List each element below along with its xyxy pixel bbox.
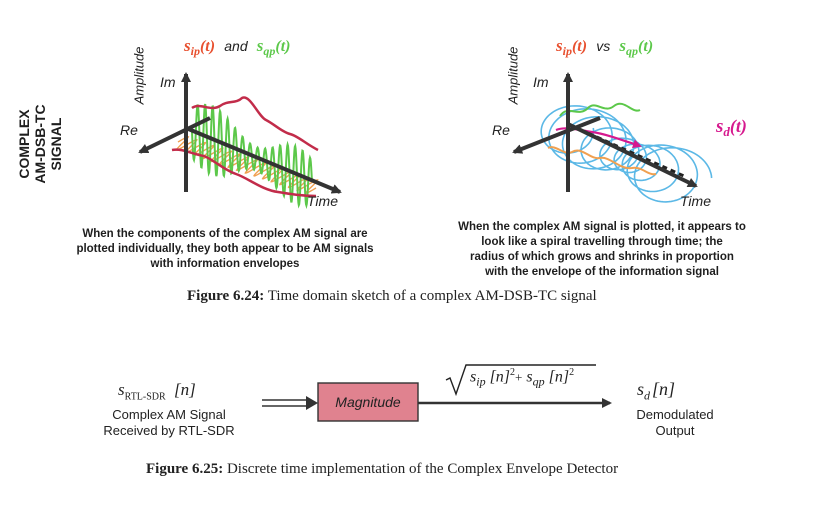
left-title-t2: (t) [275,38,291,55]
side-label: COMPLEX AM-DSB-TC SIGNAL [16,92,68,196]
input-arrow-head [306,396,318,410]
output-line-1: Demodulated [636,407,714,422]
right-im-label: Im [533,74,549,90]
magenta-envelope [555,127,642,149]
left-title-s2: s [256,36,264,55]
right-amplitude-label: Amplitude [505,46,521,105]
figure-6-25-text: Discrete time implementation of the Comp… [223,461,619,477]
input-line-2: Received by RTL-SDR [103,423,235,438]
right-re-label: Re [492,122,510,138]
formula-s2-sub: qp [532,374,545,389]
right-desc-line-3: radius of which grows and shrinks in pro… [470,251,734,263]
formula-s2: s [526,368,533,386]
formula-n1: [n] [489,368,511,386]
right-title-t2: (t) [638,38,654,55]
sqrt-sign [445,364,596,397]
sd-label-sub: d [723,124,730,140]
left-im-label: Im [160,74,176,90]
right-desc-line-4: with the envelope of the information sig… [485,266,719,278]
left-time-label: Time [307,193,338,209]
figure-6-24-text: Time domain sketch of a complex AM-DSB-T… [264,288,597,304]
left-desc-line-1: When the components of the complex AM si… [82,228,368,240]
sd-label-t: (t) [729,116,747,136]
left-title-and: and [224,38,248,54]
formula-sq1: 2 [510,367,516,378]
figure-6-24-label: Figure 6.24: [187,288,265,304]
input-symbol-s: s [118,380,125,399]
left-plot [138,72,342,210]
formula-s1-sub: ip [476,374,486,389]
side-label-line-1: COMPLEX [16,109,32,179]
output-line-2: Output [655,423,695,438]
input-symbol-sub: RTL-SDR [124,391,166,403]
green-trace [559,102,641,117]
output-symbol-sub: d [644,388,651,403]
re-axis [138,116,211,154]
right-plot [512,72,713,203]
right-desc-line-2: look like a spiral travelling through ti… [481,236,723,248]
left-desc-line-3: with information envelopes [150,258,300,270]
left-title-s1-sub: ip [190,44,200,58]
sd-label: sd(t) [716,116,747,140]
formula-plus: + [515,369,523,385]
right-title-t1: (t) [571,38,588,55]
right-description: When the complex AM signal is plotted, i… [432,220,772,280]
right-time-label: Time [680,193,711,209]
sd-label-s: s [716,116,724,137]
output-description: Demodulated Output [620,407,730,439]
left-plot-title: sip(t) and sqp(t) [184,36,291,59]
lower-envelope [171,148,317,198]
right-title-vs: vs [596,38,611,54]
right-plot-title: sip(t) vs sqp(t) [556,36,653,59]
formula-n2: [n] [548,368,570,386]
right-title-s2: s [619,36,627,55]
right-desc-line-1: When the complex AM signal is plotted, i… [458,221,746,233]
right-title-s2-sub: qp [626,44,639,58]
output-symbol-index: [n] [652,379,676,399]
right-title-s1: s [556,36,563,55]
left-title-s1: s [184,36,191,55]
formula-sq2: 2 [569,367,575,378]
magnitude-block [317,382,419,422]
magnitude-formula: sip [n]2+ sqp [n]2 [470,367,574,390]
right-title-s1-sub: ip [562,44,572,58]
figure-6-25-caption: Figure 6.25: Discrete time implementatio… [146,461,618,478]
input-description: Complex AM Signal Received by RTL-SDR [74,407,264,439]
left-title-t1: (t) [199,38,216,55]
left-description: When the components of the complex AM si… [60,227,390,272]
figure-6-24-caption: Figure 6.24: Time domain sketch of a com… [187,288,597,305]
input-symbol-index: [n] [173,380,196,399]
re-axis [512,116,601,154]
formula-s1: s [470,368,477,386]
orange-trace [547,146,657,176]
time-axis [185,126,342,194]
output-symbol: sd [n] [637,379,675,404]
left-desc-line-2: plotted individually, they both appear t… [76,243,374,255]
left-amplitude-label: Amplitude [131,46,147,105]
input-line-1: Complex AM Signal [112,407,226,422]
block-diagram [262,364,612,422]
side-label-line-2: AM-DSB-TC [32,104,48,184]
side-label-line-3: SIGNAL [48,117,64,171]
output-symbol-s: s [637,379,645,399]
time-axis [567,122,698,188]
upper-envelope [191,96,319,152]
magnitude-label: Magnitude [335,394,401,410]
input-symbol: sRTL-SDR [n] [118,380,196,402]
figure-6-25-label: Figure 6.25: [146,461,224,477]
left-re-label: Re [120,122,138,138]
left-title-s2-sub: qp [263,44,276,58]
